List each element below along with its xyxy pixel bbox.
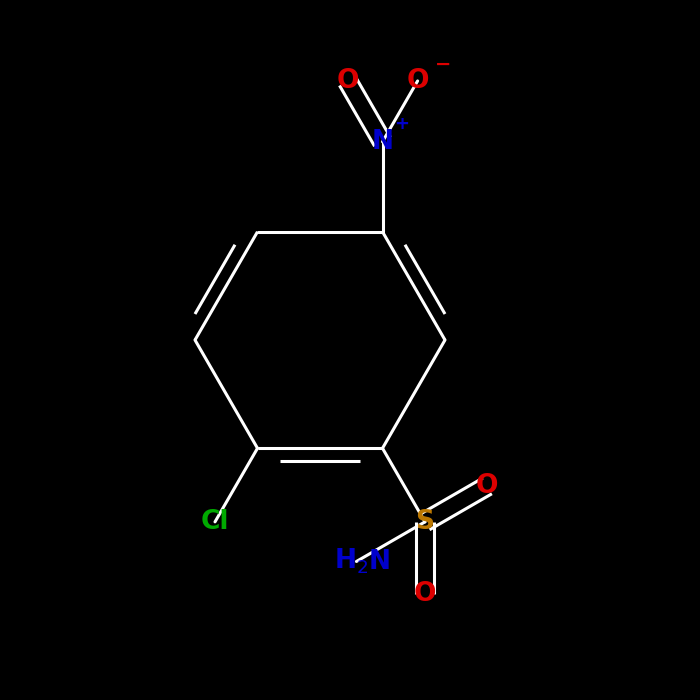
Text: O: O — [414, 581, 436, 607]
Text: +: + — [394, 115, 409, 133]
Text: −: − — [435, 55, 452, 74]
Text: S: S — [416, 509, 435, 535]
Text: Cl: Cl — [201, 509, 229, 535]
Text: H: H — [335, 549, 356, 575]
Text: O: O — [336, 68, 358, 94]
Text: O: O — [476, 473, 498, 499]
Text: $_2$N: $_2$N — [356, 547, 391, 575]
Text: N: N — [372, 129, 393, 155]
Text: O: O — [406, 68, 429, 94]
